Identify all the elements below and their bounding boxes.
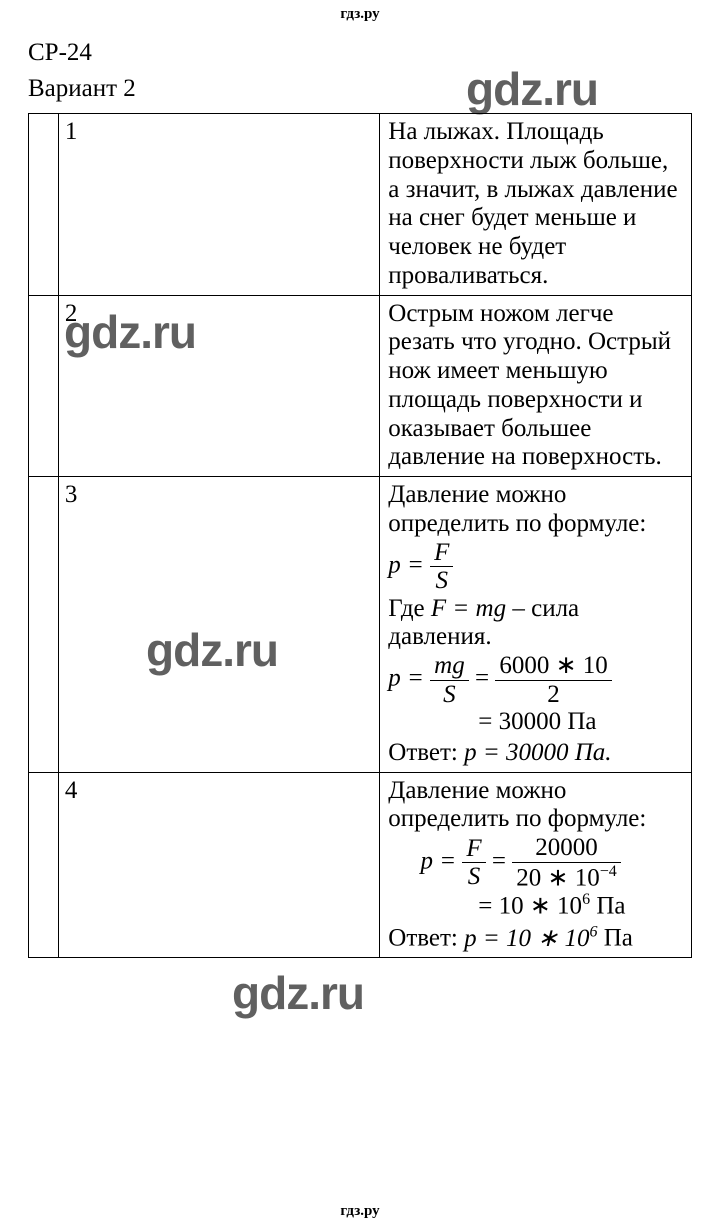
fraction: mg S (430, 652, 469, 708)
where-text: Где (388, 595, 431, 622)
answer-base: p = 10 ∗ 10 (464, 925, 589, 952)
fraction: F S (462, 835, 485, 891)
result-base: = 10 ∗ 10 (478, 893, 582, 920)
answer-line: Ответ: p = 10 ∗ 106 Па (388, 921, 685, 953)
answer-value: p = 30000 Па. (464, 739, 611, 766)
answer-cell: Давление можно определить по формуле: p … (380, 477, 692, 773)
result: = 10 ∗ 106 Па (388, 891, 685, 921)
answers-table: 1 На лыжах. Площадь поверхности лыж боль… (28, 113, 692, 958)
formula-lhs: p = (388, 665, 424, 692)
result-exp: 6 (582, 891, 590, 908)
answer-label: Ответ: (388, 739, 464, 766)
watermark: gdz.ru (232, 966, 364, 1020)
formula-lhs: p = (421, 847, 457, 874)
table-row: 4 Давление можно определить по формуле: … (29, 772, 692, 958)
question-number: 2 (58, 295, 379, 477)
table-row: 1 На лыжах. Площадь поверхности лыж боль… (29, 114, 692, 296)
result-unit: Па (590, 893, 625, 920)
answer-cell: На лыжах. Площадь поверхности лыж больше… (380, 114, 692, 296)
fraction: 20000 20 ∗ 10−4 (512, 834, 620, 891)
question-number: 4 (58, 772, 379, 958)
fraction: F S (430, 539, 453, 595)
question-number: 1 (58, 114, 379, 296)
footer-logo: гдз.ру (0, 1197, 720, 1226)
result: = 30000 Па (388, 708, 685, 737)
header-logo: гдз.ру (0, 0, 720, 29)
fraction: 6000 ∗ 10 2 (495, 652, 611, 708)
answer-label: Ответ: (388, 925, 464, 952)
answer-cell: Острым ножом легче резать что угодно. Ос… (380, 295, 692, 477)
den-base: 20 ∗ 10 (516, 864, 599, 891)
answer-unit: Па (597, 925, 632, 952)
title-variant: Вариант 2 (0, 69, 720, 113)
question-number: 3 (58, 477, 379, 773)
den-exp: −4 (600, 863, 617, 880)
equals: = (475, 665, 489, 692)
title-sr: СР-24 (0, 29, 720, 69)
formula-lhs: p = (388, 551, 424, 578)
equals: = (492, 847, 506, 874)
answer-cell: Давление можно определить по формуле: p … (380, 772, 692, 958)
intro-text: Давление можно определить по формуле: (388, 481, 646, 537)
answer-line: Ответ: p = 30000 Па. (388, 737, 685, 768)
where-formula: F = mg (431, 595, 506, 622)
table-row: 2 Острым ножом легче резать что угодно. … (29, 295, 692, 477)
intro-text: Давление можно определить по формуле: (388, 777, 646, 833)
table-row: 3 Давление можно определить по формуле: … (29, 477, 692, 773)
